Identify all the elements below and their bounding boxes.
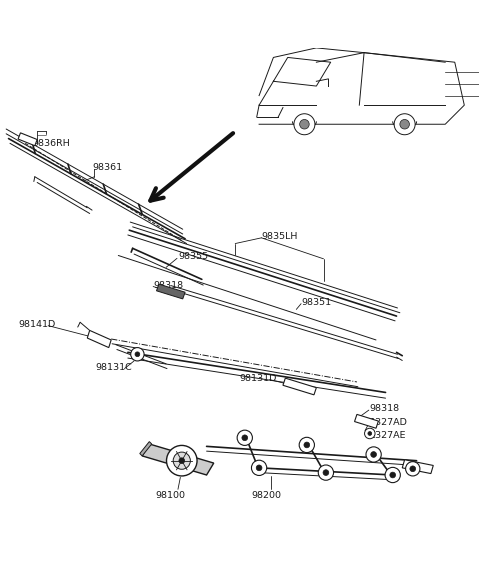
Text: 98131C: 98131C bbox=[95, 363, 132, 372]
Circle shape bbox=[406, 462, 420, 476]
Text: 98100: 98100 bbox=[156, 490, 186, 500]
Circle shape bbox=[323, 470, 329, 476]
Circle shape bbox=[252, 460, 267, 476]
Polygon shape bbox=[355, 414, 378, 428]
Circle shape bbox=[167, 445, 197, 476]
Circle shape bbox=[400, 120, 409, 129]
Circle shape bbox=[299, 437, 314, 453]
Circle shape bbox=[394, 114, 415, 135]
Circle shape bbox=[300, 120, 309, 129]
Circle shape bbox=[371, 452, 376, 457]
Circle shape bbox=[179, 458, 185, 464]
Text: 98318: 98318 bbox=[153, 281, 183, 289]
Circle shape bbox=[364, 428, 375, 439]
Circle shape bbox=[304, 442, 310, 448]
Polygon shape bbox=[140, 442, 152, 456]
Polygon shape bbox=[402, 460, 433, 473]
Text: 98200: 98200 bbox=[251, 490, 281, 500]
Text: 98131D: 98131D bbox=[239, 374, 276, 383]
Text: 9835LH: 9835LH bbox=[262, 232, 298, 241]
Text: 1327AE: 1327AE bbox=[370, 431, 406, 440]
Circle shape bbox=[242, 435, 248, 441]
Text: 98141D: 98141D bbox=[18, 320, 55, 329]
Polygon shape bbox=[283, 378, 316, 395]
Circle shape bbox=[294, 114, 315, 135]
Text: 98361: 98361 bbox=[92, 163, 122, 172]
Text: 1327AD: 1327AD bbox=[370, 418, 408, 426]
Circle shape bbox=[318, 465, 334, 480]
Text: 98351: 98351 bbox=[301, 298, 331, 307]
Polygon shape bbox=[18, 133, 37, 146]
Circle shape bbox=[237, 430, 252, 445]
Polygon shape bbox=[87, 331, 111, 348]
Circle shape bbox=[390, 472, 396, 478]
Circle shape bbox=[131, 348, 144, 361]
Text: 9836RH: 9836RH bbox=[33, 139, 70, 148]
Circle shape bbox=[366, 447, 381, 462]
Circle shape bbox=[256, 465, 262, 470]
Circle shape bbox=[368, 431, 372, 435]
Text: 98318: 98318 bbox=[370, 404, 400, 413]
Circle shape bbox=[410, 466, 416, 472]
Polygon shape bbox=[142, 444, 214, 475]
Polygon shape bbox=[156, 284, 185, 299]
Circle shape bbox=[385, 468, 400, 482]
Text: 98355: 98355 bbox=[178, 253, 208, 261]
Circle shape bbox=[135, 352, 140, 356]
Circle shape bbox=[173, 452, 191, 469]
